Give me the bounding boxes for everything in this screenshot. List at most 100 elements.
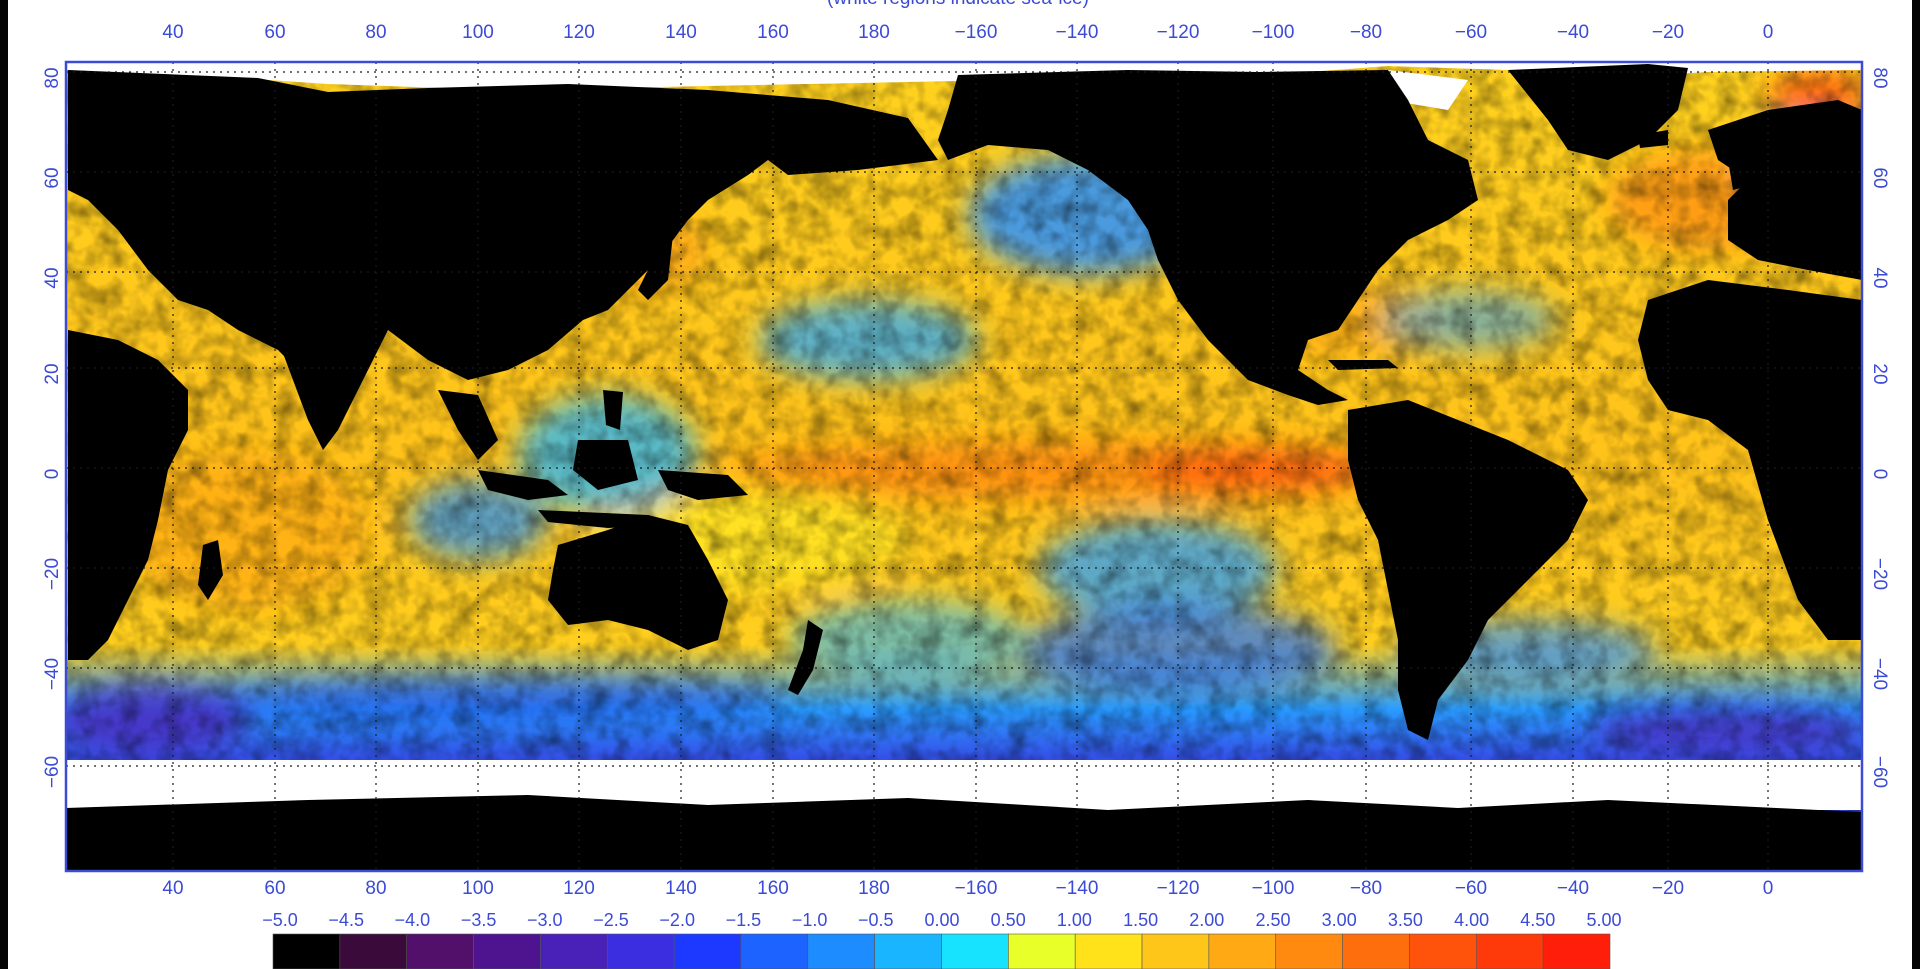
- longitude-tick-label: −40: [1557, 22, 1589, 43]
- map-canvas: 40 60 80 100 120 140 160 180 −160 −140 −120 −100 −80…: [42, 22, 1890, 969]
- colorbar-label: −4.5: [328, 910, 364, 930]
- colorbar-swatch: [673, 933, 742, 969]
- longitude-tick-label: 140: [665, 22, 697, 43]
- colorbar-swatch: [1008, 933, 1076, 969]
- map-area: [66, 62, 1862, 871]
- longitude-tick-label: 0: [1763, 878, 1774, 899]
- colorbar: [272, 933, 1611, 969]
- longitude-tick-label: 60: [264, 22, 285, 43]
- latitude-tick-label: 0: [42, 469, 63, 480]
- colorbar-label: 3.00: [1322, 910, 1357, 930]
- colorbar-label: 5.00: [1586, 910, 1621, 930]
- colorbar-label: −1.5: [726, 910, 762, 930]
- australia-land: [548, 515, 728, 650]
- longitude-tick-label: −40: [1557, 878, 1589, 899]
- north-america-land: [938, 70, 1478, 405]
- longitude-tick-label: 40: [162, 878, 183, 899]
- longitude-tick-label: 60: [264, 878, 285, 899]
- colorbar-label: 4.50: [1520, 910, 1555, 930]
- colorbar-labels: −5.0 −4.5 −4.0 −3.5 −3.0 −2.5 −2.0 −1.5 −1.0 −0.5…: [262, 910, 1621, 930]
- new-zealand-land: [788, 620, 823, 695]
- colorbar-label: −2.5: [593, 910, 629, 930]
- longitude-ticks-top: 40 60 80 100 120 140 160 180 −160 −140 −120 −100 −80…: [162, 22, 1773, 43]
- iceland-land: [1638, 130, 1668, 148]
- longitude-tick-label: −20: [1652, 878, 1684, 899]
- colorbar-swatch: [740, 933, 809, 969]
- latitude-ticks-right: 80 60 40 20 0 −20 −40 −60: [1869, 67, 1890, 788]
- longitude-tick-label: 160: [757, 22, 789, 43]
- longitude-tick-label: −80: [1350, 878, 1382, 899]
- colorbar-label: −5.0: [262, 910, 298, 930]
- colorbar-label: −2.0: [659, 910, 695, 930]
- colorbar-swatch: [1141, 933, 1210, 969]
- latitude-ticks-left: 80 60 40 20 0 −20 −40 −60: [42, 67, 63, 788]
- africa-west-land: [1638, 280, 1862, 640]
- colorbar-swatch: [406, 933, 474, 969]
- longitude-tick-label: −120: [1157, 22, 1200, 43]
- colorbar-swatch: [1208, 933, 1277, 969]
- sumatra-land: [478, 470, 568, 500]
- latitude-tick-label: 40: [1869, 267, 1890, 288]
- colorbar-swatch: [807, 933, 875, 969]
- colorbar-swatch: [874, 933, 942, 969]
- latitude-tick-label: 0: [1869, 469, 1890, 480]
- longitude-tick-label: −100: [1252, 22, 1295, 43]
- longitude-tick-label: −60: [1455, 878, 1487, 899]
- colorbar-label: −3.5: [461, 910, 497, 930]
- latitude-tick-label: −40: [42, 658, 63, 690]
- colorbar-swatch: [1542, 933, 1611, 969]
- africa-east-land: [68, 330, 188, 660]
- latitude-tick-label: 20: [42, 363, 63, 384]
- longitude-tick-label: −80: [1350, 22, 1382, 43]
- colorbar-swatch: [1074, 933, 1143, 969]
- longitude-tick-label: 0: [1763, 22, 1774, 43]
- longitude-tick-label: 100: [462, 22, 494, 43]
- map-subtitle: (white regions indicate sea-ice): [778, 0, 1138, 9]
- land-masses: [68, 64, 1862, 740]
- south-america-land: [1348, 400, 1588, 740]
- new-guinea-land: [658, 470, 748, 500]
- longitude-tick-label: 120: [563, 22, 595, 43]
- colorbar-label: 2.50: [1255, 910, 1290, 930]
- caribbean-islands-land: [1328, 360, 1398, 370]
- colorbar-label: 3.50: [1388, 910, 1423, 930]
- latitude-tick-label: 20: [1869, 363, 1890, 384]
- latitude-tick-label: 80: [42, 67, 63, 88]
- colorbar-swatch: [1342, 933, 1410, 969]
- colorbar-swatch: [1275, 933, 1343, 969]
- madagascar-land: [198, 540, 223, 600]
- colorbar-label: 0.50: [991, 910, 1026, 930]
- longitude-tick-label: 80: [365, 22, 386, 43]
- colorbar-label: 4.00: [1454, 910, 1489, 930]
- india-land: [278, 340, 348, 450]
- latitude-tick-label: 60: [42, 167, 63, 188]
- longitude-tick-label: −20: [1652, 22, 1684, 43]
- longitude-tick-label: −140: [1056, 22, 1099, 43]
- sst-anomaly-map-figure: (white regions indicate sea-ice): [8, 0, 1912, 969]
- longitude-tick-label: 140: [665, 878, 697, 899]
- colorbar-label: 1.00: [1057, 910, 1092, 930]
- colorbar-label: −4.0: [395, 910, 431, 930]
- antarctica-land: [66, 795, 1862, 871]
- colorbar-swatch: [606, 933, 675, 969]
- longitude-tick-label: −160: [955, 878, 998, 899]
- longitude-tick-label: −60: [1455, 22, 1487, 43]
- longitude-tick-label: 180: [858, 22, 890, 43]
- colorbar-swatch: [540, 933, 608, 969]
- japan-land: [638, 230, 673, 300]
- colorbar-swatch: [1409, 933, 1477, 969]
- longitude-tick-label: 180: [858, 878, 890, 899]
- colorbar-swatch: [941, 933, 1009, 969]
- colorbar-swatch: [339, 933, 408, 969]
- longitude-tick-label: 160: [757, 878, 789, 899]
- longitude-tick-label: −100: [1252, 878, 1295, 899]
- latitude-tick-label: −60: [42, 756, 63, 788]
- latitude-tick-label: 80: [1869, 67, 1890, 88]
- colorbar-label: 0.00: [924, 910, 959, 930]
- longitude-tick-label: 40: [162, 22, 183, 43]
- map-frame: [64, 60, 1864, 873]
- colorbar-label: −3.0: [527, 910, 563, 930]
- colorbar-label: 1.50: [1123, 910, 1158, 930]
- longitude-tick-label: 100: [462, 878, 494, 899]
- europe-land: [1708, 100, 1862, 280]
